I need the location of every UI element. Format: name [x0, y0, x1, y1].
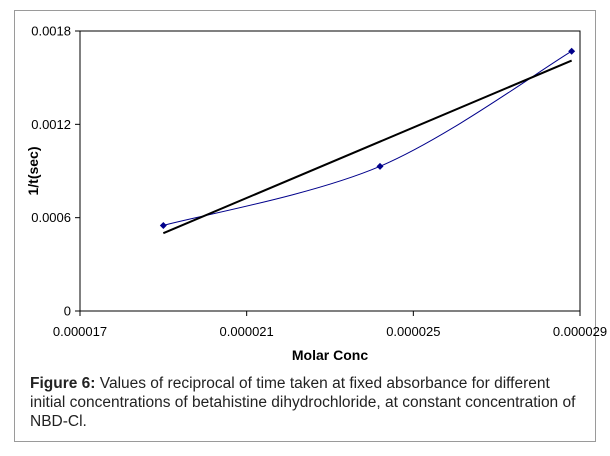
- caption-text: Values of reciprocal of time taken at fi…: [30, 375, 576, 430]
- y-tick-label: 0: [64, 304, 71, 319]
- data-point-marker: [568, 47, 576, 55]
- y-tick-label: 0.0006: [31, 210, 71, 225]
- x-tick-label: 0.000029: [553, 324, 607, 339]
- figure-frame: [14, 10, 596, 442]
- x-axis-title: Molar Conc: [292, 347, 368, 363]
- data-point-marker: [159, 221, 167, 229]
- y-axis-title: 1/t(sec): [25, 146, 41, 195]
- plot-area: 0 0.0006 0.0012 0.0018 0.000017 0.000021 0.000…: [25, 24, 607, 364]
- y-tick-label: 0.0012: [31, 117, 71, 132]
- x-tick-label: 0.000017: [53, 324, 107, 339]
- x-tick-label: 0.000021: [220, 324, 274, 339]
- figure-caption: Figure 6: Values of reciprocal of time t…: [30, 374, 586, 431]
- chart: 0 0.0006 0.0012 0.0018 0.000017 0.000021 0.000…: [25, 24, 607, 364]
- series-line: [163, 50, 572, 226]
- y-tick-label: 0.0018: [31, 24, 71, 39]
- x-tick-label: 0.000025: [386, 324, 440, 339]
- trendline: [162, 59, 573, 235]
- plot-border: [79, 30, 581, 312]
- caption-label: Figure 6:: [30, 375, 96, 392]
- data-point-marker: [376, 162, 384, 170]
